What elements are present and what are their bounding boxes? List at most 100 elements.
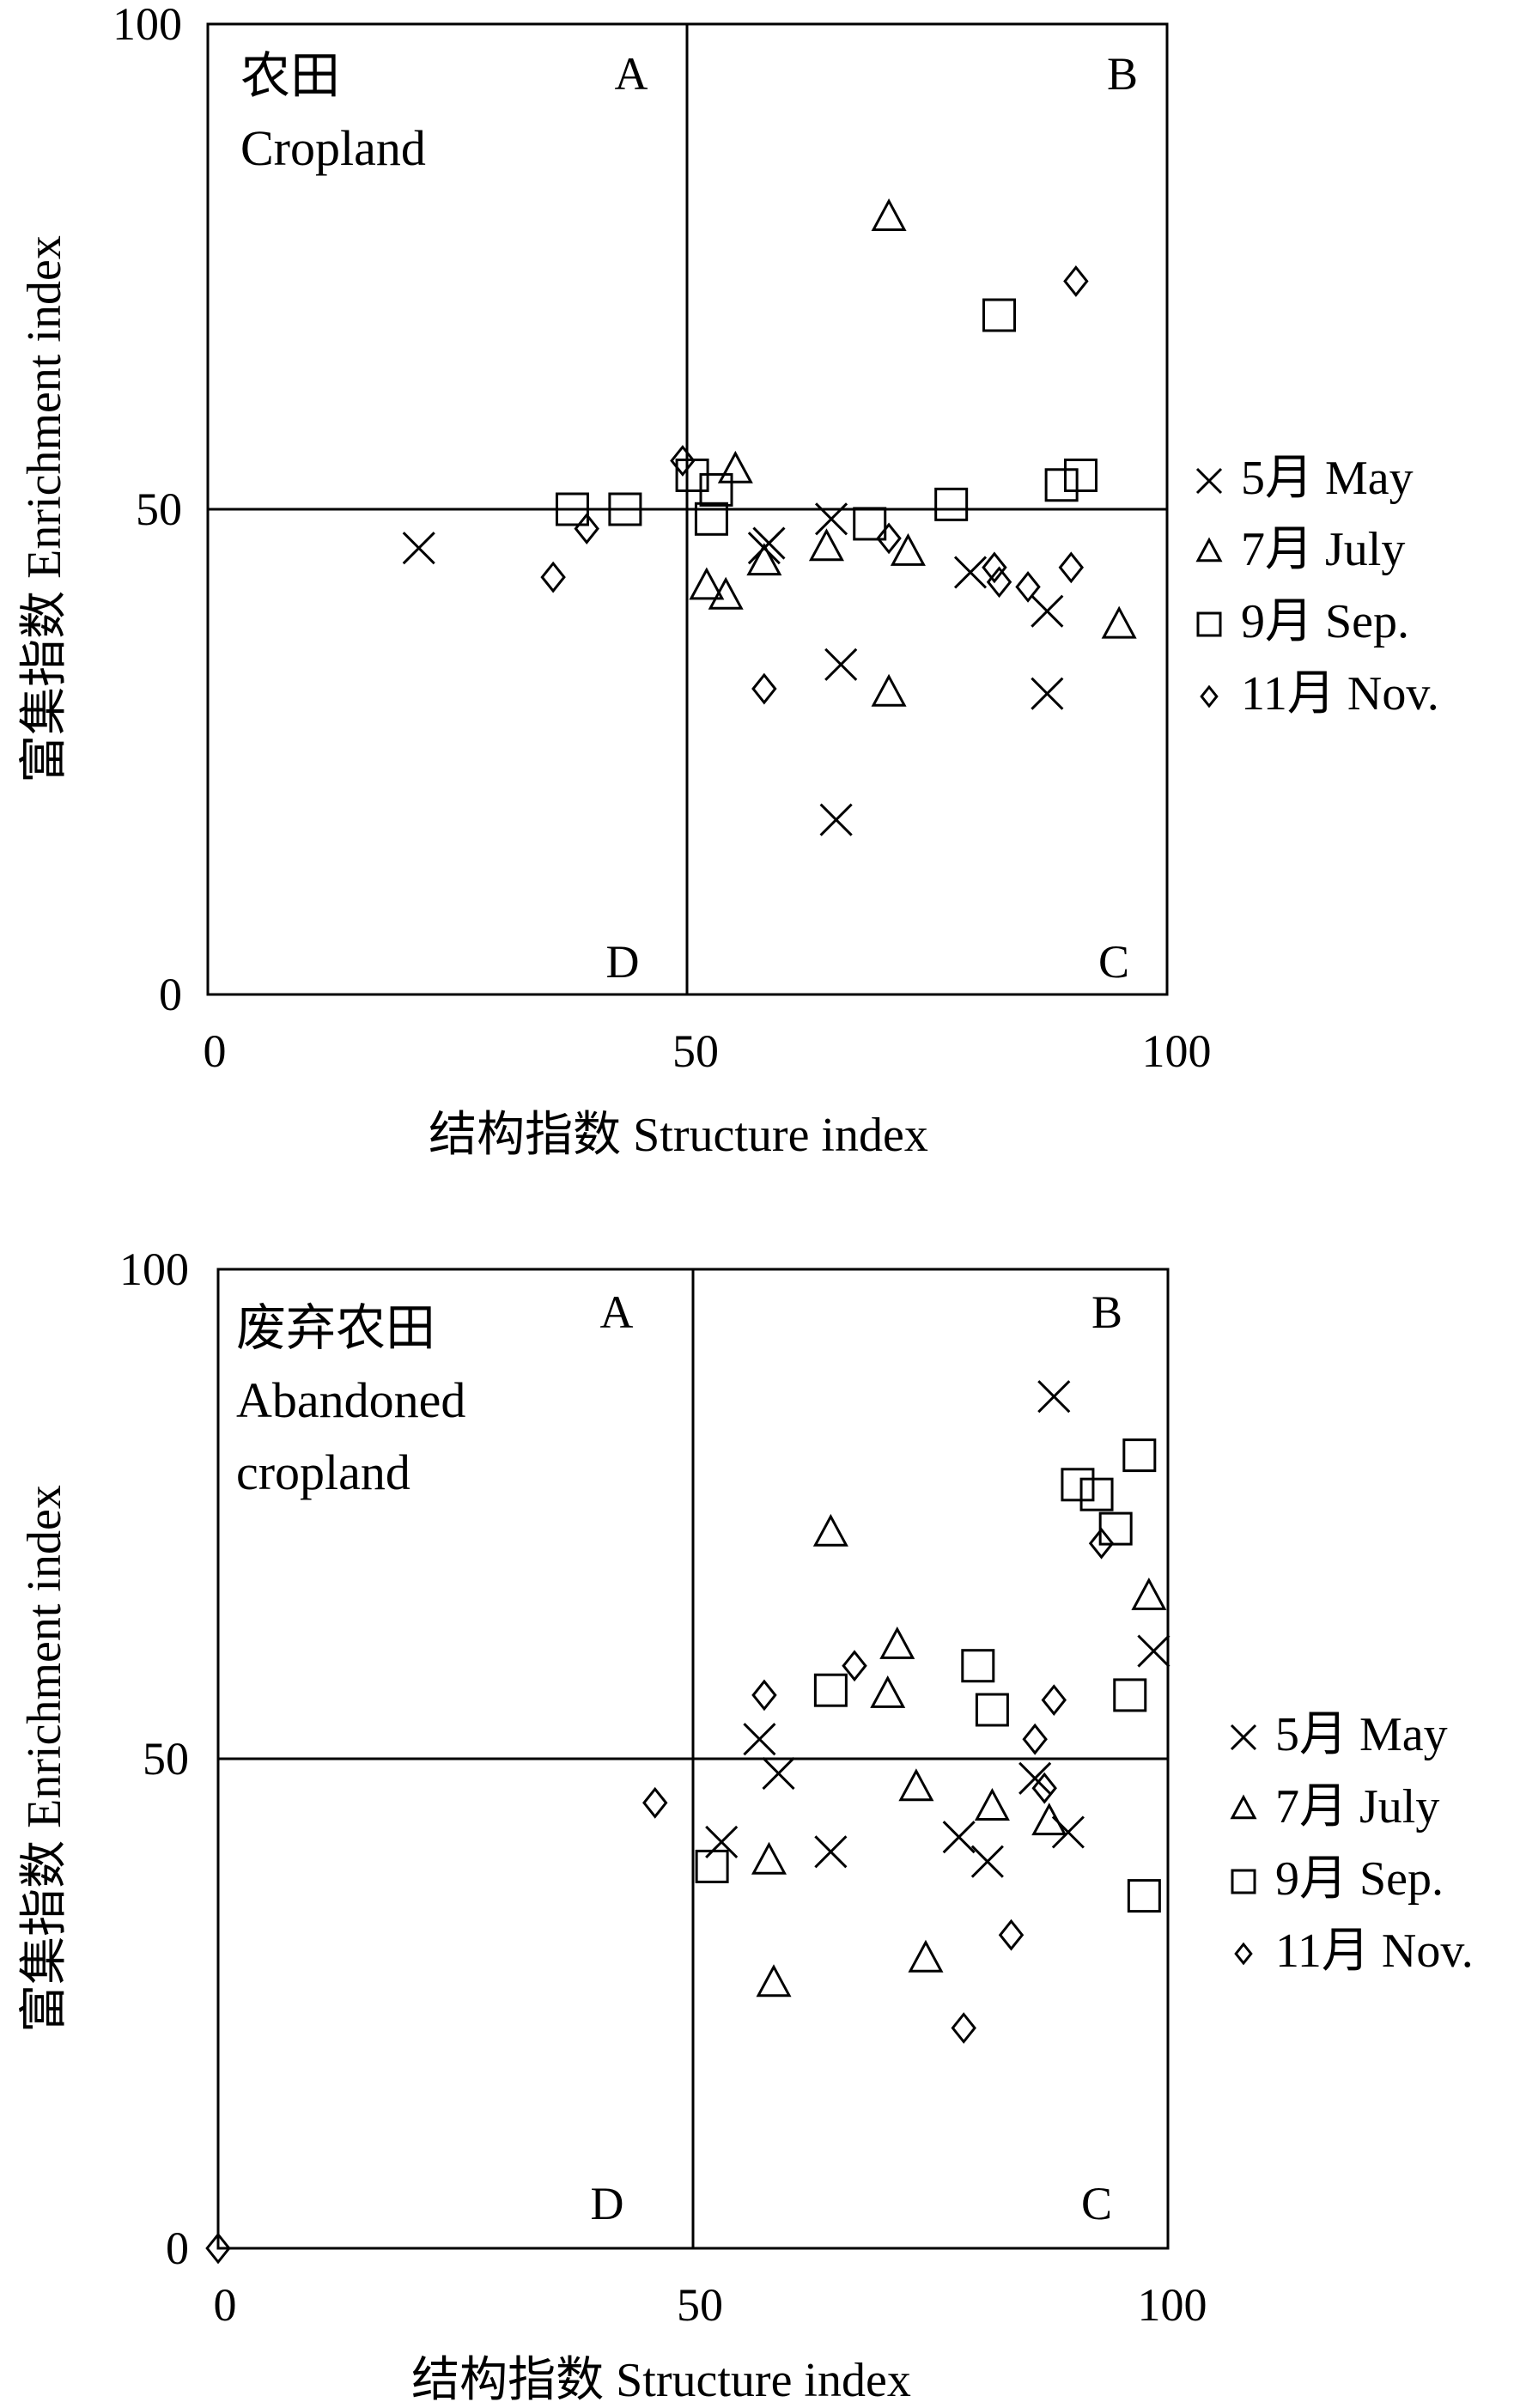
legend-label: 5月 May xyxy=(1241,452,1414,505)
data-point-cross xyxy=(824,648,858,681)
legend-marker-shape xyxy=(1195,467,1223,495)
data-point-triangle xyxy=(1031,1803,1067,1836)
data-point-diamond xyxy=(876,522,902,555)
quadrant-label-d: D xyxy=(606,936,640,988)
data-point-diamond xyxy=(540,561,566,593)
panel-label-line-1: 农田 xyxy=(240,48,340,104)
marks-abandoned-cropland xyxy=(205,1380,1170,2265)
legend-marker-shape xyxy=(1200,684,1219,708)
x-tick-label: 0 xyxy=(204,1025,227,1077)
data-point-diamond xyxy=(951,2012,976,2044)
legend-abandoned-cropland: 5月 May 7月 July 9月 Sep. 11月 Nov. xyxy=(1230,1708,1474,1978)
data-point-diamond xyxy=(986,566,1012,599)
data-point-triangle xyxy=(751,1841,787,1875)
data-point-cross xyxy=(942,1821,976,1854)
data-point-square xyxy=(1061,1468,1095,1502)
data-point-triangle xyxy=(871,198,907,231)
x-tick-label: 50 xyxy=(677,2279,723,2331)
chart-abandoned-cropland: A B C D 废弃农田 Abandoned cropland 100 50 0… xyxy=(18,1244,1474,2407)
data-point-triangle xyxy=(1131,1577,1167,1610)
quadrant-label-a: A xyxy=(615,48,648,100)
data-point-square xyxy=(961,1649,995,1683)
x-axis-title: 结构指数 Structure index xyxy=(429,1109,928,1162)
data-point-square xyxy=(695,1849,729,1883)
legend-item: 11月 Nov. xyxy=(1200,667,1439,721)
data-point-cross xyxy=(743,1723,776,1756)
data-point-diamond xyxy=(751,1679,777,1712)
panel-label-line-2: Cropland xyxy=(240,120,426,176)
x-tick-label: 100 xyxy=(1138,2279,1207,2331)
data-point-diamond xyxy=(642,1786,668,1819)
y-tick-label: 50 xyxy=(143,1733,189,1785)
marks-cropland xyxy=(402,198,1137,836)
data-point-triangle xyxy=(871,673,907,707)
data-point-square xyxy=(699,472,733,507)
data-point-diamond xyxy=(1031,1772,1057,1804)
x-tick-label: 50 xyxy=(672,1025,719,1077)
quadrant-label-b: B xyxy=(1107,48,1138,100)
legend-marker-square xyxy=(1196,611,1222,637)
legend-marker-diamond xyxy=(1234,1942,1253,1966)
data-point-triangle xyxy=(689,567,725,600)
data-point-cross xyxy=(1037,1380,1071,1414)
data-point-triangle xyxy=(890,532,926,566)
legend-marker-diamond xyxy=(1200,684,1219,708)
legend-marker-cross xyxy=(1230,1724,1257,1751)
data-point-square xyxy=(1044,468,1079,502)
data-point-cross xyxy=(762,1757,795,1791)
data-point-cross xyxy=(953,556,988,589)
data-point-cross xyxy=(1031,594,1064,628)
x-tick-label: 100 xyxy=(1142,1025,1212,1077)
data-point-cross xyxy=(1031,677,1064,710)
legend-marker-triangle xyxy=(1195,537,1223,562)
quadrant-label-c: C xyxy=(1098,936,1129,988)
y-axis-title: 富集指数 Enrichment index xyxy=(18,1485,71,2033)
legend-item: 9月 Sep. xyxy=(1196,595,1409,648)
data-point-cross xyxy=(705,1825,739,1858)
quadrant-label-d: D xyxy=(591,2178,624,2229)
data-point-square xyxy=(1098,1511,1133,1546)
data-point-square xyxy=(1127,1879,1161,1913)
data-point-square xyxy=(1122,1438,1157,1473)
data-point-triangle xyxy=(879,1626,915,1659)
legend-marker-shape xyxy=(1230,1794,1257,1820)
y-tick-label: 0 xyxy=(166,2223,189,2274)
legend-item: 7月 July xyxy=(1195,523,1405,576)
data-point-cross xyxy=(814,502,848,536)
data-point-triangle xyxy=(746,543,782,576)
legend-item: 11月 Nov. xyxy=(1234,1925,1474,1978)
data-point-diamond xyxy=(1015,570,1041,603)
legend-marker-shape xyxy=(1231,1869,1256,1894)
chart-cropland: A B C D 农田 Cropland 100 50 0 0 50 100 结构… xyxy=(18,0,1439,1162)
data-point-square xyxy=(853,507,887,541)
legend-marker-shape xyxy=(1195,537,1223,562)
y-tick-label: 100 xyxy=(119,1244,189,1295)
data-point-triangle xyxy=(974,1788,1010,1821)
data-point-square xyxy=(694,502,728,536)
data-point-cross xyxy=(814,1835,848,1869)
y-tick-label: 100 xyxy=(112,0,182,50)
data-point-diamond xyxy=(574,513,599,545)
data-point-cross xyxy=(402,532,435,565)
legend-label: 9月 Sep. xyxy=(1241,595,1409,648)
data-point-square xyxy=(982,298,1017,332)
legend-label: 7月 July xyxy=(1275,1780,1439,1833)
data-point-diamond xyxy=(205,2232,231,2265)
quadrant-label-c: C xyxy=(1081,2178,1112,2229)
data-point-square xyxy=(1063,458,1097,492)
data-point-square xyxy=(608,492,642,526)
legend-label: 11月 Nov. xyxy=(1275,1925,1474,1978)
legend-marker-square xyxy=(1231,1869,1256,1894)
data-point-diamond xyxy=(1088,1527,1115,1560)
legend-item: 5月 May xyxy=(1195,452,1414,505)
data-point-triangle xyxy=(1101,605,1137,639)
legend-label: 11月 Nov. xyxy=(1241,667,1439,721)
data-point-diamond xyxy=(1058,551,1085,584)
data-point-diamond xyxy=(998,1918,1025,1951)
data-point-square xyxy=(975,1693,1009,1727)
data-point-cross xyxy=(970,1845,1004,1878)
data-point-triangle xyxy=(708,576,744,610)
data-point-triangle xyxy=(808,528,844,562)
panel-label-line-2: Abandoned xyxy=(236,1372,465,1428)
